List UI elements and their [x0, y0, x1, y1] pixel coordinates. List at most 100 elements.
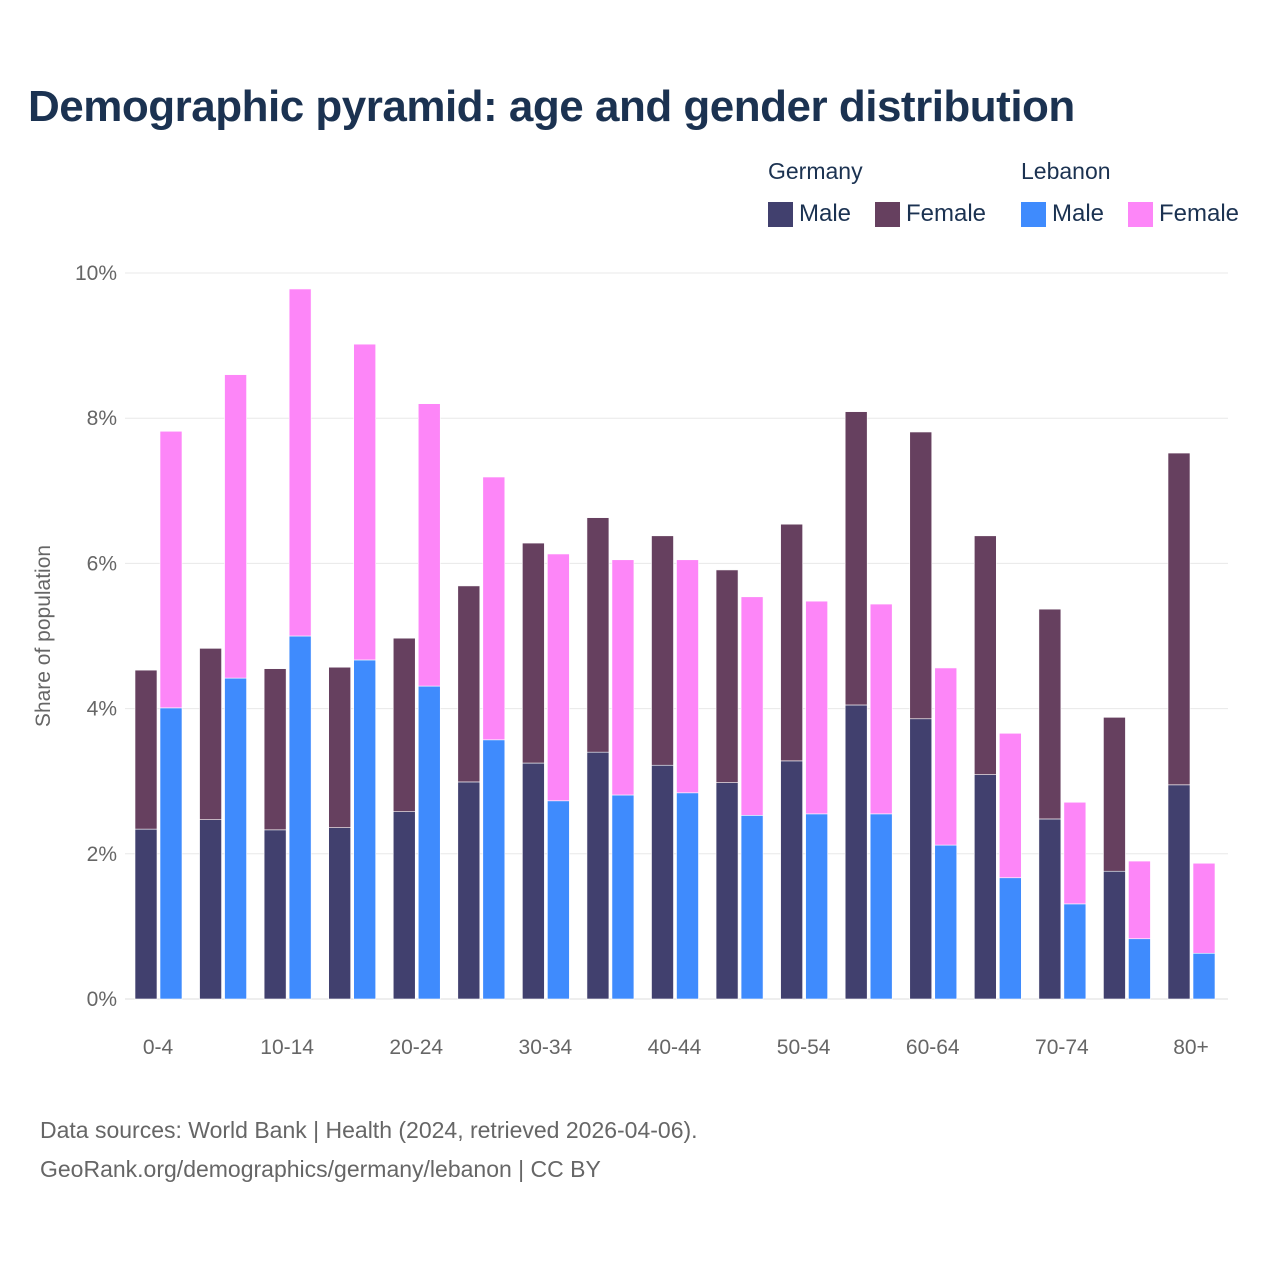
bar-germany-female	[1167, 452, 1191, 786]
bar-lebanon-female	[805, 600, 828, 815]
bar-lebanon-male	[417, 685, 441, 1000]
bar-germany-female	[1038, 608, 1062, 820]
bar-lebanon-female	[934, 667, 958, 846]
bar-lebanon-female	[999, 732, 1022, 879]
bar-lebanon-female	[547, 553, 570, 802]
y-tick-label: 4%	[87, 698, 117, 721]
bar-germany-female	[974, 535, 997, 775]
bar-lebanon-male	[159, 707, 183, 1000]
legend-label: Female	[1159, 200, 1240, 227]
x-tick-label: 30-34	[519, 1036, 573, 1059]
bar-lebanon-female	[482, 476, 506, 741]
bar-lebanon-male	[1192, 952, 1216, 1000]
bar-lebanon-male	[1128, 938, 1151, 1000]
bar-lebanon-male	[1063, 903, 1087, 1000]
legend-swatch	[1128, 201, 1153, 227]
source-line-1: Data sources: World Bank | Health (2024,…	[40, 1117, 698, 1143]
bar-germany-male	[1038, 818, 1062, 1000]
legend-lebanon-male[interactable]: Male	[1021, 200, 1104, 228]
y-tick-label: 6%	[87, 552, 117, 575]
bar-germany-male	[844, 704, 868, 1000]
bar-lebanon-male	[288, 635, 312, 1000]
bar-germany-female	[134, 669, 158, 830]
bar-germany-male	[651, 764, 674, 1000]
bar-lebanon-male	[547, 800, 570, 1000]
bar-germany-male	[522, 762, 545, 1000]
bar-germany-female	[651, 535, 674, 766]
bar-lebanon-female	[740, 596, 764, 816]
bar-lebanon-female	[1063, 801, 1087, 905]
bar-lebanon-female	[224, 374, 247, 679]
bar-lebanon-male	[224, 677, 247, 1000]
chart-title: Demographic pyramid: age and gender dist…	[28, 82, 1075, 131]
bar-germany-female	[392, 637, 416, 812]
bar-lebanon-female	[611, 559, 635, 796]
bar-germany-female	[909, 431, 933, 720]
bar-germany-male	[780, 760, 803, 1000]
x-tick-label: 20-24	[389, 1036, 443, 1059]
legend-label: Male	[1052, 200, 1105, 227]
bar-germany-female	[457, 585, 481, 783]
bar-germany-female	[522, 542, 545, 764]
x-tick-label: 50-54	[777, 1036, 831, 1059]
legend-swatch	[768, 201, 793, 227]
bar-lebanon-female	[417, 403, 441, 687]
bar-lebanon-male	[676, 792, 699, 1000]
bar-lebanon-male	[934, 844, 958, 1000]
legend-label: Male	[799, 200, 852, 227]
bar-lebanon-male	[353, 659, 376, 1000]
bar-lebanon-female	[676, 559, 699, 794]
y-tick-label: 2%	[87, 843, 117, 866]
bar-germany-male	[263, 829, 287, 1000]
bar-germany-female	[199, 648, 222, 820]
legend-lebanon-female[interactable]: Female	[1128, 200, 1239, 228]
bar-germany-female	[586, 517, 610, 753]
bar-germany-male	[1103, 870, 1126, 1000]
y-tick-label: 0%	[87, 988, 117, 1011]
legend-swatch	[875, 201, 900, 227]
bar-germany-male	[199, 819, 222, 1000]
bar-lebanon-male	[740, 815, 764, 1000]
legend-germany-male[interactable]: Male	[768, 200, 851, 228]
legend-swatch	[1021, 201, 1046, 227]
bar-germany-male	[586, 751, 610, 1000]
x-tick-label: 60-64	[906, 1036, 960, 1059]
bar-lebanon-male	[805, 813, 828, 1000]
bar-lebanon-male	[869, 813, 893, 1000]
bar-germany-male	[909, 718, 933, 1000]
legend-label: Female	[906, 200, 987, 227]
bar-lebanon-male	[999, 877, 1022, 1000]
bar-lebanon-female	[1128, 860, 1151, 940]
bar-germany-female	[780, 523, 803, 762]
bar-lebanon-female	[353, 343, 376, 661]
bar-germany-male	[457, 781, 481, 1000]
bar-germany-male	[715, 782, 739, 1000]
x-tick-label: 10-14	[260, 1036, 314, 1059]
bar-germany-female	[715, 569, 739, 783]
bar-lebanon-female	[288, 288, 312, 637]
bar-lebanon-male	[611, 794, 635, 1000]
x-tick-label: 70-74	[1035, 1036, 1089, 1059]
bar-lebanon-female	[1192, 862, 1216, 954]
y-tick-label: 8%	[87, 407, 117, 430]
x-tick-label: 80+	[1173, 1036, 1209, 1059]
bar-germany-male	[974, 774, 997, 1000]
legend-group-germany: Germany	[768, 158, 863, 184]
bar-germany-male	[134, 828, 158, 1000]
y-axis-label: Share of population	[32, 545, 55, 727]
bar-germany-male	[328, 827, 351, 1000]
legend-group-lebanon: Lebanon	[1021, 158, 1111, 184]
y-tick-label: 10%	[75, 262, 117, 285]
bar-germany-male	[1167, 784, 1191, 1000]
bar-germany-female	[1103, 717, 1126, 872]
bar-lebanon-female	[159, 430, 183, 709]
x-tick-label: 40-44	[648, 1036, 702, 1059]
bar-lebanon-female	[869, 603, 893, 815]
bar-germany-female	[844, 411, 868, 706]
source-line-2[interactable]: GeoRank.org/demographics/germany/lebanon…	[40, 1156, 601, 1182]
legend-germany-female[interactable]: Female	[875, 200, 986, 228]
bar-germany-female	[328, 666, 351, 828]
bar-lebanon-male	[482, 739, 506, 1000]
bar-germany-male	[392, 811, 416, 1000]
